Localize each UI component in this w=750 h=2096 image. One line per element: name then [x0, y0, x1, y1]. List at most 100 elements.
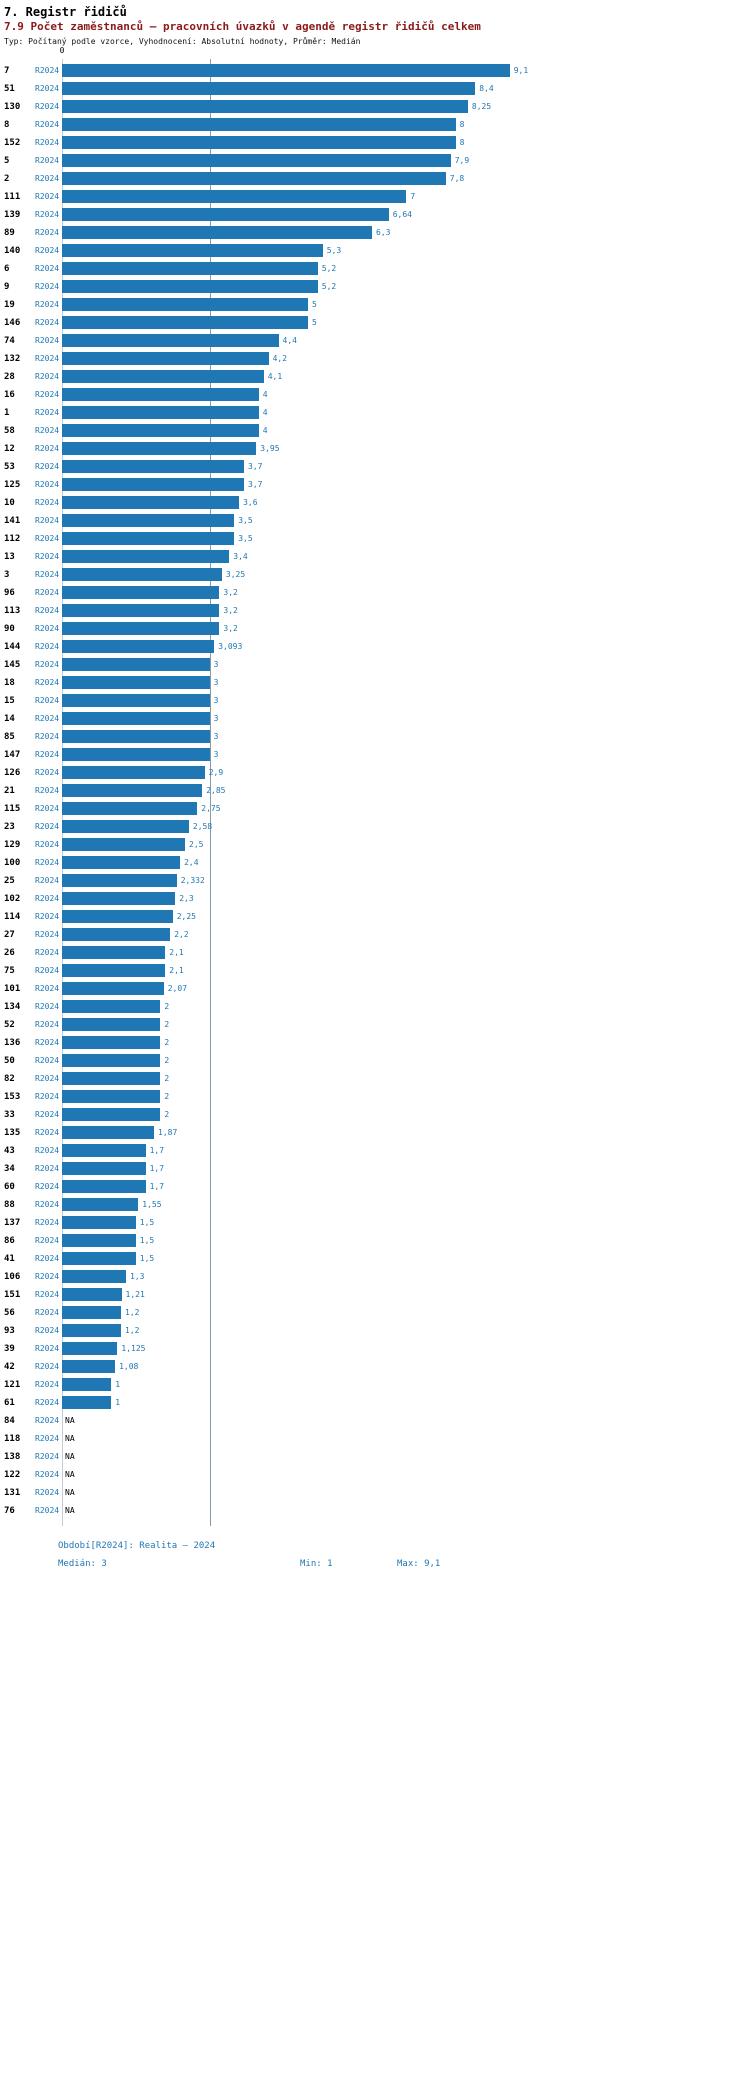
chart-row: 153 R2024 2: [0, 1088, 750, 1106]
row-series-label: R2024: [35, 1092, 60, 1101]
row-series-label: R2024: [35, 948, 60, 957]
row-id-label: 12: [4, 444, 15, 454]
bar: [62, 1198, 139, 1211]
bar: [62, 1180, 146, 1193]
footer-min: Min: 1: [300, 1559, 333, 1569]
bar-value-label: 3: [213, 678, 219, 687]
row-id-label: 27: [4, 930, 15, 940]
row-series-label: R2024: [35, 1398, 60, 1407]
bar: [62, 64, 510, 77]
row-series-label: R2024: [35, 300, 60, 309]
row-series-label: R2024: [35, 1236, 60, 1245]
row-series-label: R2024: [35, 966, 60, 975]
row-id-label: 60: [4, 1182, 15, 1192]
bar: [62, 838, 185, 851]
bar-value-label: NA: [65, 1470, 75, 1479]
bar-value-label: 2: [164, 1038, 170, 1047]
row-id-label: 121: [4, 1380, 21, 1390]
bar-value-label: 5: [312, 318, 317, 327]
bar: [62, 982, 164, 995]
bar-value-label: 1: [115, 1398, 121, 1407]
row-id-label: 101: [4, 984, 21, 994]
row-id-label: 13: [4, 552, 15, 562]
bar-value-label: 6,3: [376, 228, 391, 237]
row-series-label: R2024: [35, 372, 60, 381]
chart-row: 147 R2024 3: [0, 746, 750, 764]
row-series-label: R2024: [35, 912, 60, 921]
row-id-label: 134: [4, 1002, 21, 1012]
row-id-label: 132: [4, 354, 21, 364]
bar-value-label: 3,7: [248, 462, 263, 471]
row-id-label: 82: [4, 1074, 15, 1084]
row-id-label: 151: [4, 1290, 21, 1300]
chart-row: 138 R2024 NA: [0, 1448, 750, 1466]
row-series-label: R2024: [35, 1038, 60, 1047]
chart-row: 7 R2024 9,1: [0, 62, 750, 80]
bar: [62, 802, 198, 815]
row-series-label: R2024: [35, 1002, 60, 1011]
bar-value-label: 7,8: [449, 174, 465, 183]
row-id-label: 21: [4, 786, 15, 796]
row-id-label: 112: [4, 534, 21, 544]
bar: [62, 568, 222, 581]
bar-value-label: 4: [262, 426, 268, 435]
row-series-label: R2024: [35, 930, 60, 939]
chart-row: 5 R2024 7,9: [0, 152, 750, 170]
chart-row: 134 R2024 2: [0, 998, 750, 1016]
row-series-label: R2024: [35, 1164, 60, 1173]
chart-row: 96 R2024 3,2: [0, 584, 750, 602]
bar-value-label: 3,6: [243, 498, 258, 507]
chart-row: 27 R2024 2,2: [0, 926, 750, 944]
footer-median: Medián: 3: [58, 1559, 107, 1569]
chart-row: 122 R2024 NA: [0, 1466, 750, 1484]
bar: [62, 532, 235, 545]
bar-value-label: NA: [65, 1488, 75, 1497]
row-series-label: R2024: [35, 66, 60, 75]
row-series-label: R2024: [35, 210, 60, 219]
row-series-label: R2024: [35, 120, 60, 129]
bar-value-label: 8,4: [479, 84, 494, 93]
row-series-label: R2024: [35, 156, 60, 165]
bar-value-label: NA: [65, 1434, 75, 1443]
chart-row: 10 R2024 3,6: [0, 494, 750, 512]
row-id-label: 102: [4, 894, 21, 904]
row-id-label: 106: [4, 1272, 21, 1282]
chart-row: 146 R2024 5: [0, 314, 750, 332]
chart-row: 34 R2024 1,7: [0, 1160, 750, 1178]
bar-value-label: 3,4: [233, 552, 248, 561]
bar-value-label: 5,2: [321, 264, 337, 273]
bar: [62, 928, 171, 941]
chart-row: 126 R2024 2,9: [0, 764, 750, 782]
chart-row: 60 R2024 1,7: [0, 1178, 750, 1196]
bar: [62, 460, 244, 473]
bar-value-label: 2,3: [179, 894, 194, 903]
row-series-label: R2024: [35, 1272, 60, 1281]
bar: [62, 352, 269, 365]
chart-row: 86 R2024 1,5: [0, 1232, 750, 1250]
chart-row: 9 R2024 5,2: [0, 278, 750, 296]
chart-row: 137 R2024 1,5: [0, 1214, 750, 1232]
bar-value-label: 3,2: [223, 588, 238, 597]
row-id-label: 1: [4, 408, 10, 418]
row-series-label: R2024: [35, 1146, 60, 1155]
bar-value-label: 3: [213, 732, 219, 741]
bar: [62, 190, 407, 203]
chart-row: 136 R2024 2: [0, 1034, 750, 1052]
row-series-label: R2024: [35, 1056, 60, 1065]
bar: [62, 496, 240, 509]
row-id-label: 39: [4, 1344, 15, 1354]
bar-value-label: 2,1: [169, 948, 184, 957]
row-series-label: R2024: [35, 1200, 60, 1209]
bar-value-label: 3,5: [238, 534, 253, 543]
bar: [62, 730, 210, 743]
bar: [62, 1288, 122, 1301]
chart-rows: 7 R2024 9,1 51 R2024 8,4 130 R2024 8,25 …: [0, 62, 750, 1520]
row-id-label: 122: [4, 1470, 21, 1480]
bar: [62, 334, 279, 347]
chart-row: 8 R2024 8: [0, 116, 750, 134]
bar: [62, 1162, 146, 1175]
row-series-label: R2024: [35, 1128, 60, 1137]
chart-row: 151 R2024 1,21: [0, 1286, 750, 1304]
bar: [62, 154, 451, 167]
row-series-label: R2024: [35, 1182, 60, 1191]
